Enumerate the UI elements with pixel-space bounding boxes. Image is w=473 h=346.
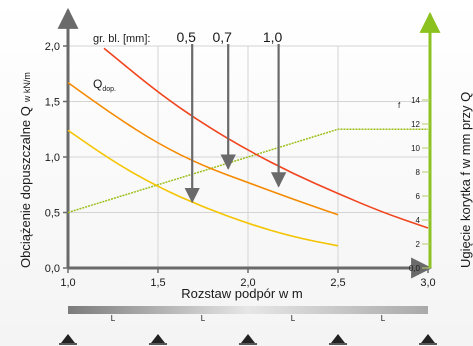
y2-tick-label: 0,0 [409, 264, 421, 273]
y2-tick-label: 14 [411, 96, 420, 105]
arrow-layer: 0,5 0,7 1,0 [176, 29, 287, 204]
grid-layer [68, 45, 428, 268]
x-tick-label: 1,5 [150, 277, 165, 289]
thickness-label-0-7: 0,7 [212, 29, 232, 45]
y-tick-label: 0,5 [45, 208, 60, 220]
y-tick-label: 1,0 [45, 152, 60, 164]
span-label: L [291, 314, 296, 323]
span-label: L [381, 314, 386, 323]
y2-tick-label: 4 [416, 216, 421, 225]
y2-tick-label: 6 [416, 192, 421, 201]
series-line-0-7 [67, 81, 339, 216]
x-tick-label: 3,0 [420, 277, 435, 289]
q-dop-sub: dop. [102, 86, 116, 93]
support-triangle [61, 334, 75, 343]
y-tick-label: 2,0 [45, 41, 60, 53]
axes-layer: 0,0 0,5 1,0 1,5 2,0 1,0 1,5 2,0 2,5 3,0 0,0 2 4 6 8 10 1… [45, 7, 441, 289]
x-axis-label: Rozstaw podpór w m [181, 286, 302, 301]
support-triangle [331, 334, 345, 343]
y2-axis-label: Ugięcie korytka f w mm przy Q [458, 92, 473, 268]
thickness-label-1-0: 1,0 [263, 29, 283, 45]
x-tick-label: 2,0 [240, 277, 255, 289]
f-label: f [398, 101, 401, 110]
support-triangle [241, 334, 255, 343]
y2-tick-label: 12 [411, 120, 420, 129]
x-tick-label: 1,0 [60, 277, 75, 289]
y2-tick-label: 2 [416, 240, 421, 249]
y2-tick-label: 10 [411, 144, 420, 153]
beam-bar [68, 306, 428, 314]
y2-tick-label: 8 [416, 168, 421, 177]
y-tick-label: 1,5 [45, 97, 60, 109]
thickness-label-0-5: 0,5 [176, 29, 196, 45]
y-axis-label: Obciążenie dopuszczalne Qw kN/m [18, 72, 33, 268]
span-label: L [111, 314, 116, 323]
deflection-line [67, 128, 428, 214]
q-dop-label: Qdop. [93, 77, 116, 93]
y-axis-label-unit: w kN/m [22, 72, 32, 103]
legend-title: gr. bl. [mm]: [93, 33, 150, 45]
y-tick-label: 0,0 [45, 263, 60, 275]
series-line-1-0 [103, 47, 429, 229]
x-tick-label: 2,5 [330, 277, 345, 289]
label-layer: gr. bl. [mm]: Qdop. f Obciążenie dopuszczal… [18, 33, 473, 301]
support-triangle [421, 334, 435, 343]
support-triangle [151, 334, 165, 343]
series-line-0-5 [67, 129, 339, 247]
span-label: L [201, 314, 206, 323]
series-layer [67, 47, 429, 247]
